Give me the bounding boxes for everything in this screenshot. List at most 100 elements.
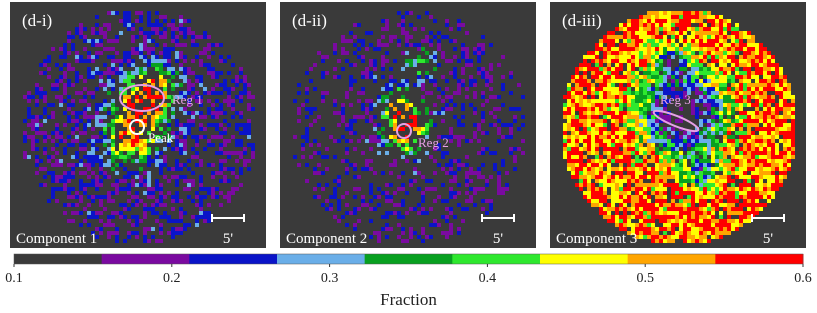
map-pixel bbox=[115, 155, 119, 159]
map-pixel bbox=[421, 99, 425, 103]
map-pixel bbox=[595, 163, 599, 167]
map-pixel bbox=[715, 179, 719, 183]
map-pixel bbox=[791, 139, 795, 143]
map-pixel bbox=[441, 99, 445, 103]
map-pixel bbox=[603, 127, 607, 131]
map-pixel bbox=[175, 163, 179, 167]
map-pixel bbox=[175, 83, 179, 87]
map-pixel bbox=[243, 151, 247, 155]
map-pixel bbox=[755, 63, 759, 67]
map-pixel bbox=[377, 139, 381, 143]
map-pixel bbox=[651, 191, 655, 195]
map-pixel bbox=[381, 63, 385, 67]
map-pixel bbox=[405, 31, 409, 35]
map-pixel bbox=[675, 119, 679, 123]
map-pixel bbox=[595, 103, 599, 107]
map-pixel bbox=[683, 39, 687, 43]
map-pixel bbox=[337, 199, 341, 203]
map-pixel bbox=[703, 227, 707, 231]
map-pixel bbox=[591, 195, 595, 199]
map-pixel bbox=[175, 135, 179, 139]
map-pixel bbox=[401, 115, 405, 119]
map-pixel bbox=[91, 127, 95, 131]
map-pixel bbox=[595, 187, 599, 191]
map-pixel bbox=[627, 59, 631, 63]
map-pixel bbox=[155, 119, 159, 123]
map-pixel bbox=[775, 83, 779, 87]
map-pixel bbox=[357, 39, 361, 43]
map-pixel bbox=[671, 127, 675, 131]
map-pixel bbox=[659, 199, 663, 203]
map-pixel bbox=[643, 155, 647, 159]
map-pixel bbox=[723, 127, 727, 131]
map-pixel bbox=[369, 135, 373, 139]
map-pixel bbox=[75, 139, 79, 143]
map-pixel bbox=[159, 71, 163, 75]
map-pixel bbox=[449, 207, 453, 211]
map-pixel bbox=[663, 227, 667, 231]
map-pixel bbox=[687, 235, 691, 239]
map-pixel bbox=[453, 67, 457, 71]
map-pixel bbox=[771, 135, 775, 139]
map-pixel bbox=[587, 159, 591, 163]
map-pixel bbox=[521, 151, 525, 155]
map-pixel bbox=[651, 123, 655, 127]
map-pixel bbox=[651, 75, 655, 79]
map-pixel bbox=[595, 107, 599, 111]
map-pixel bbox=[683, 215, 687, 219]
map-pixel bbox=[369, 183, 373, 187]
map-pixel bbox=[667, 11, 671, 15]
map-pixel bbox=[579, 87, 583, 91]
map-pixel bbox=[667, 227, 671, 231]
map-pixel bbox=[155, 159, 159, 163]
map-pixel bbox=[453, 171, 457, 175]
map-pixel bbox=[369, 75, 373, 79]
map-pixel bbox=[449, 95, 453, 99]
map-pixel bbox=[579, 187, 583, 191]
map-pixel bbox=[421, 195, 425, 199]
map-pixel bbox=[727, 147, 731, 151]
map-pixel bbox=[759, 55, 763, 59]
map-pixel bbox=[571, 135, 575, 139]
map-pixel bbox=[349, 119, 353, 123]
map-pixel bbox=[635, 191, 639, 195]
map-pixel bbox=[771, 147, 775, 151]
map-pixel bbox=[219, 147, 223, 151]
map-pixel bbox=[659, 143, 663, 147]
map-pixel bbox=[389, 83, 393, 87]
map-pixel bbox=[135, 115, 139, 119]
map-pixel bbox=[159, 35, 163, 39]
map-pixel bbox=[575, 87, 579, 91]
map-pixel bbox=[723, 47, 727, 51]
map-pixel bbox=[715, 183, 719, 187]
map-pixel bbox=[575, 159, 579, 163]
map-pixel bbox=[735, 47, 739, 51]
map-pixel bbox=[647, 119, 651, 123]
map-pixel bbox=[147, 151, 151, 155]
map-pixel bbox=[763, 151, 767, 155]
map-pixel bbox=[51, 83, 55, 87]
map-pixel bbox=[143, 31, 147, 35]
map-pixel bbox=[31, 143, 35, 147]
map-pixel bbox=[521, 95, 525, 99]
map-pixel bbox=[679, 135, 683, 139]
map-pixel bbox=[787, 107, 791, 111]
map-pixel bbox=[139, 51, 143, 55]
map-pixel bbox=[747, 35, 751, 39]
map-pixel bbox=[663, 171, 667, 175]
map-pixel bbox=[321, 155, 325, 159]
map-pixel bbox=[465, 31, 469, 35]
map-pixel bbox=[659, 179, 663, 183]
map-pixel bbox=[433, 59, 437, 63]
map-pixel bbox=[607, 31, 611, 35]
map-pixel bbox=[775, 75, 779, 79]
map-pixel bbox=[51, 163, 55, 167]
map-pixel bbox=[771, 123, 775, 127]
map-pixel bbox=[47, 159, 51, 163]
map-pixel bbox=[579, 135, 583, 139]
map-pixel bbox=[639, 195, 643, 199]
map-pixel bbox=[747, 195, 751, 199]
map-pixel bbox=[99, 183, 103, 187]
map-pixel bbox=[715, 207, 719, 211]
map-pixel bbox=[703, 215, 707, 219]
